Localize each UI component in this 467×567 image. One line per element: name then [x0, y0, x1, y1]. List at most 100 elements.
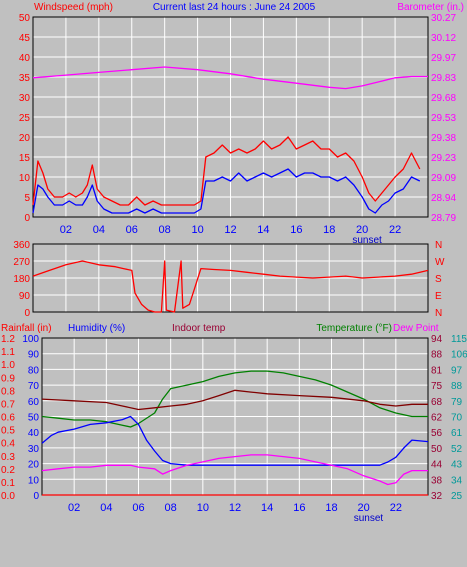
- direction-compass-tick: S: [435, 274, 442, 285]
- barometer-line: [32, 66, 428, 90]
- rainfall-tick: 0.0: [1, 491, 15, 502]
- indoor-temp-tick: 44: [431, 460, 443, 471]
- indoor-temp-line: [41, 389, 428, 411]
- temperature-tick: 79: [451, 397, 463, 408]
- x-tick-label: 16: [290, 224, 302, 236]
- temperature-axis-title: Temperature (°F): [316, 323, 392, 334]
- barometer-tick: 29.09: [431, 173, 456, 184]
- humidity-tick: 80: [28, 365, 40, 376]
- direction-degree-tick: 0: [24, 308, 30, 319]
- dew-point-axis-title: Dew Point: [393, 323, 439, 334]
- rainfall-tick: 0.4: [1, 439, 15, 450]
- humidity-tick: 50: [28, 413, 40, 424]
- indoor-temp-tick: 50: [431, 444, 443, 455]
- indoor-temp-tick: 68: [431, 397, 443, 408]
- temperature-tick: 61: [451, 428, 463, 439]
- windspeed-tick: 35: [19, 73, 31, 84]
- wind-barometer-panel: 0 5 10 15 20 25 30 35 40 45 50 28.79 28.94 29.09 29.23…: [19, 13, 457, 246]
- x-tick-label: 18: [325, 502, 337, 514]
- x-tick-label: 08: [159, 224, 171, 236]
- indoor-temp-tick: 81: [431, 365, 443, 376]
- indoor-temp-tick: 88: [431, 350, 443, 361]
- barometer-tick: 29.97: [431, 53, 456, 64]
- windspeed-tick: 0: [24, 213, 30, 224]
- x-tick-label: 12: [229, 502, 241, 514]
- windspeed-tick: 30: [19, 93, 31, 104]
- rainfall-tick: 0.8: [1, 386, 15, 397]
- windspeed-tick: 40: [19, 53, 31, 64]
- direction-degree-tick: 270: [13, 257, 30, 268]
- indoor-temp-tick: 62: [431, 413, 443, 424]
- x-tick-label: 02: [68, 502, 80, 514]
- temperature-humidity-panel: 0.0 0.1 0.2 0.3 0.4 0.5 0.6 0.7 0.8 0.9 1.0 1.1 1.2 0…: [1, 334, 467, 524]
- x-tick-label: 22: [389, 224, 401, 236]
- x-tick-label: 20: [356, 224, 368, 236]
- temperature-tick: 52: [451, 444, 463, 455]
- temperature-tick: 97: [451, 365, 463, 376]
- x-tick-label: 06: [126, 224, 138, 236]
- humidity-tick: 60: [28, 397, 40, 408]
- temperature-tick: 70: [451, 413, 463, 424]
- sunset-label: sunset: [354, 513, 384, 524]
- windspeed-tick: 5: [24, 193, 30, 204]
- rainfall-tick: 0.9: [1, 373, 15, 384]
- windspeed-axis-title: Windspeed (mph): [34, 2, 113, 13]
- humidity-tick: 40: [28, 428, 40, 439]
- indoor-temp-tick: 32: [431, 491, 443, 502]
- barometer-tick: 28.79: [431, 213, 456, 224]
- indoor-temp-title: Indoor temp: [172, 323, 226, 334]
- indoor-temp-tick: 75: [431, 381, 443, 392]
- direction-compass-tick: N: [435, 240, 442, 251]
- rainfall-tick: 0.2: [1, 465, 15, 476]
- x-tick-label: 22: [390, 502, 402, 514]
- humidity-axis-title: Humidity (%): [68, 323, 125, 334]
- x-tick-label: 10: [197, 502, 209, 514]
- humidity-tick: 30: [28, 444, 40, 455]
- barometer-tick: 30.12: [431, 33, 456, 44]
- x-tick-label: 02: [60, 224, 72, 236]
- x-tick-label: 04: [93, 224, 105, 236]
- x-tick-label: 10: [191, 224, 203, 236]
- humidity-tick: 0: [33, 491, 39, 502]
- rainfall-tick: 0.6: [1, 413, 15, 424]
- x-tick-label: 20: [358, 502, 370, 514]
- indoor-temp-tick: 94: [431, 334, 443, 345]
- temperature-tick: 25: [451, 491, 463, 502]
- direction-degree-tick: 360: [13, 240, 30, 251]
- windspeed-tick: 20: [19, 133, 31, 144]
- barometer-tick: 29.68: [431, 93, 456, 104]
- temperature-tick: 43: [451, 460, 463, 471]
- direction-compass-tick: N: [435, 308, 442, 319]
- direction-panel-frame: [32, 243, 429, 313]
- x-tick-label: 12: [224, 224, 236, 236]
- direction-compass-tick: E: [435, 291, 442, 302]
- x-tick-label: 08: [165, 502, 177, 514]
- windspeed-tick: 10: [19, 173, 31, 184]
- humidity-tick: 70: [28, 381, 40, 392]
- rainfall-tick: 1.1: [1, 347, 15, 358]
- x-tick-label: 16: [293, 502, 305, 514]
- wind-gust-line: [32, 136, 421, 206]
- windspeed-tick: 50: [19, 13, 31, 24]
- rainfall-tick: 0.1: [1, 478, 15, 489]
- windspeed-tick: 45: [19, 33, 31, 44]
- rainfall-tick: 1.0: [1, 360, 15, 371]
- rainfall-axis-title: Rainfall (in): [1, 323, 52, 334]
- chart-title: Current last 24 hours : June 24 2005: [153, 2, 316, 13]
- rainfall-tick: 0.7: [1, 399, 15, 410]
- humidity-tick: 20: [28, 460, 40, 471]
- indoor-temp-tick: 56: [431, 428, 443, 439]
- temperature-tick: 115: [451, 334, 467, 345]
- direction-compass-tick: W: [435, 257, 445, 268]
- humidity-tick: 90: [28, 350, 40, 361]
- direction-degree-tick: 90: [19, 291, 31, 302]
- barometer-tick: 29.38: [431, 133, 456, 144]
- temperature-tick: 88: [451, 381, 463, 392]
- windspeed-tick: 15: [19, 153, 31, 164]
- barometer-tick: 29.23: [431, 153, 456, 164]
- barometer-tick: 30.27: [431, 13, 456, 24]
- x-tick-label: 06: [132, 502, 144, 514]
- x-tick-label: 14: [257, 224, 269, 236]
- temperature-tick: 34: [451, 475, 463, 486]
